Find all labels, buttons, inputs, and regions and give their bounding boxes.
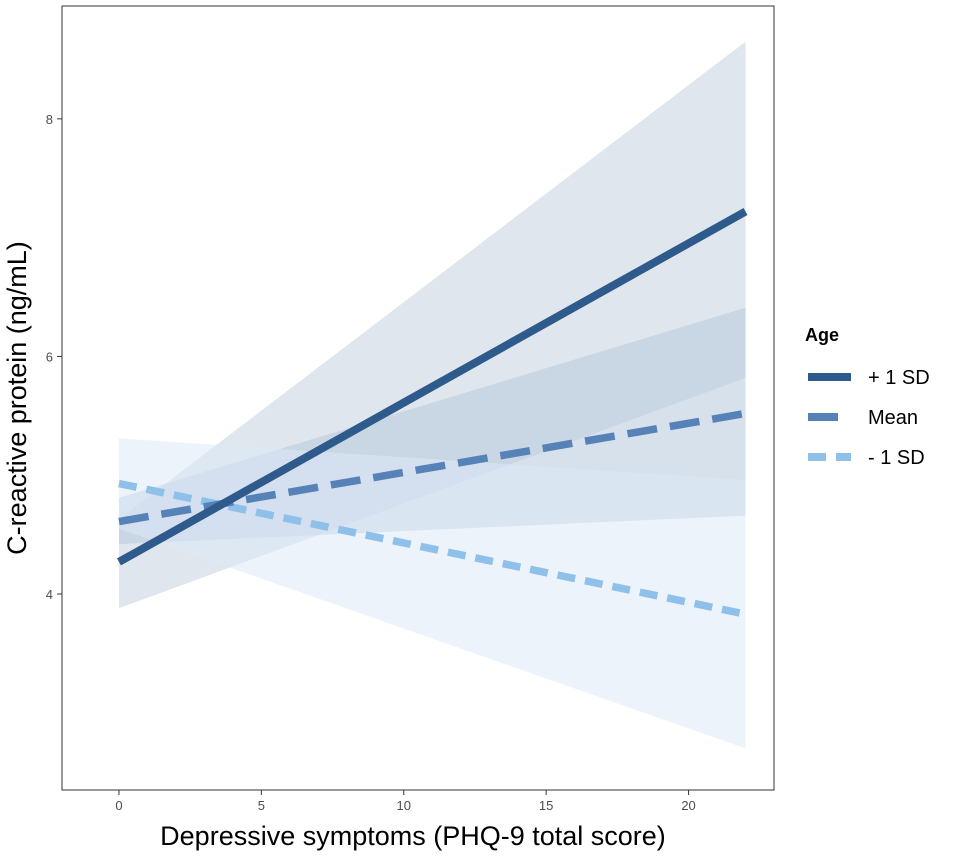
y-axis-title: C-reactive protein (ng/mL) xyxy=(2,241,32,555)
y-axis-ticks: 4 6 8 xyxy=(46,112,62,602)
y-tick-label: 8 xyxy=(46,112,53,127)
x-tick-label: 15 xyxy=(539,798,553,813)
x-axis-ticks: 0 5 10 15 20 xyxy=(115,790,696,813)
series-line-minus-1-sd xyxy=(118,479,747,618)
ci-band-minus-1-sd xyxy=(118,438,746,749)
legend-label-minus-1sd: - 1 SD xyxy=(868,447,925,469)
y-tick-label: 6 xyxy=(46,349,53,364)
legend-label-plus-1sd: + 1 SD xyxy=(868,367,930,389)
x-tick-label: 10 xyxy=(397,798,411,813)
legend-title: Age xyxy=(805,325,839,345)
x-tick-label: 5 xyxy=(258,798,265,813)
x-axis-title: Depressive symptoms (PHQ-9 total score) xyxy=(160,821,666,851)
legend-label-mean: Mean xyxy=(868,407,918,429)
x-tick-label: 0 xyxy=(115,798,122,813)
x-tick-label: 20 xyxy=(681,798,695,813)
y-tick-label: 4 xyxy=(46,587,53,602)
legend: Age + 1 SD Mean - 1 SD xyxy=(805,325,930,469)
series-line-plus-1-sd xyxy=(117,208,748,566)
confidence-bands xyxy=(118,41,746,749)
series-lines xyxy=(117,208,748,618)
plot-panel xyxy=(61,5,775,791)
